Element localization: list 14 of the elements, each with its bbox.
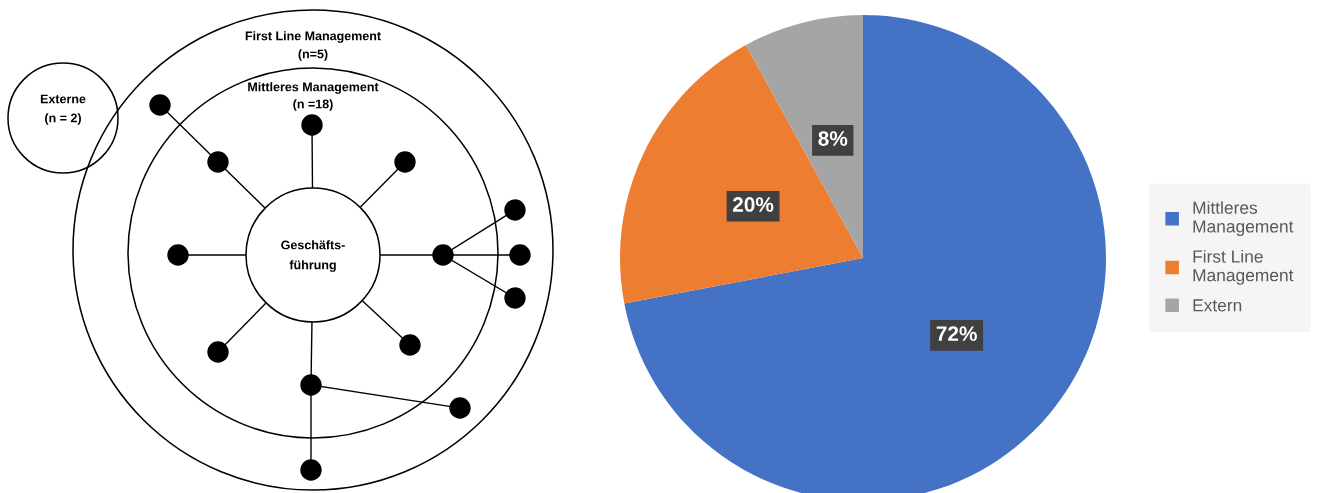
text: Geschäfts- — [281, 240, 345, 250]
data-label: 20% — [732, 197, 774, 212]
legend-label: First Line Management — [1193, 249, 1294, 285]
text: Mittleres Management — [248, 82, 379, 94]
text: (n = 2) — [45, 113, 81, 125]
text: Externe — [40, 94, 86, 104]
legend-label: Mittleres Management — [1193, 201, 1294, 237]
legend-label: Extern — [1193, 299, 1242, 312]
text: (n=5) — [298, 49, 328, 61]
data-label: 8% — [818, 131, 848, 146]
text: First Line Management — [245, 31, 381, 43]
text: (n =18) — [293, 99, 333, 111]
data-label: 72% — [936, 326, 977, 341]
text: führung — [289, 260, 336, 272]
